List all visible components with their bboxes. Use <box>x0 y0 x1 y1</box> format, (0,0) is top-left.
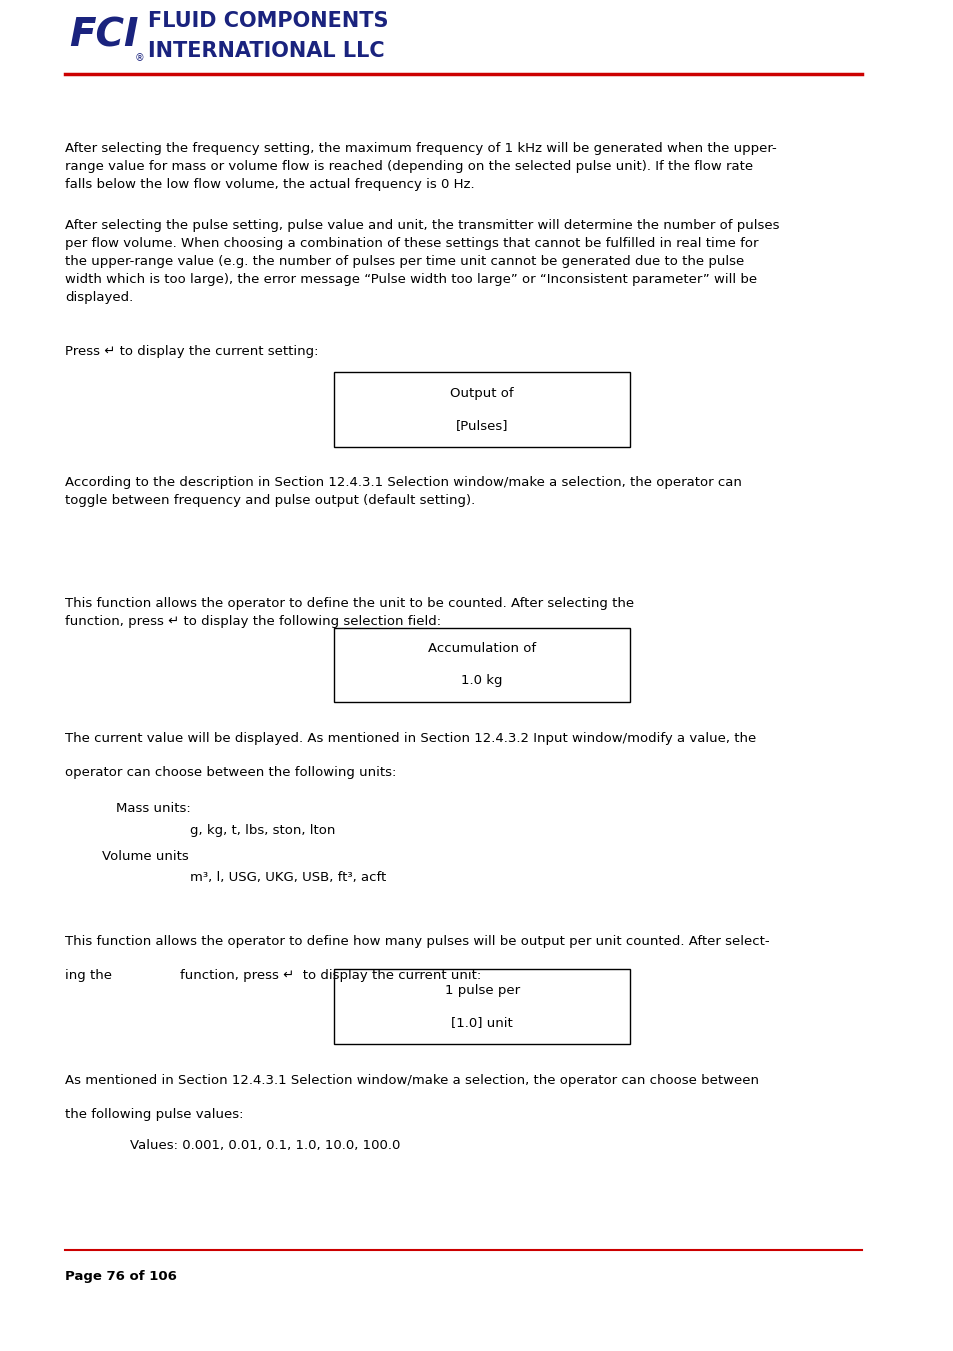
Text: 1.0 kg: 1.0 kg <box>461 674 502 688</box>
Text: Page 76 of 106: Page 76 of 106 <box>65 1270 176 1283</box>
Text: [1.0] unit: [1.0] unit <box>451 1016 513 1029</box>
Text: ®: ® <box>134 54 144 63</box>
Text: the following pulse values:: the following pulse values: <box>65 1108 243 1121</box>
Text: FLUID COMPONENTS: FLUID COMPONENTS <box>148 11 389 31</box>
Text: operator can choose between the following units:: operator can choose between the followin… <box>65 766 395 780</box>
Text: FCI: FCI <box>70 16 139 54</box>
Text: The current value will be displayed. As mentioned in Section 12.4.3.2 Input wind: The current value will be displayed. As … <box>65 732 756 746</box>
Text: Mass units:: Mass units: <box>115 802 191 816</box>
Text: g, kg, t, lbs, ston, lton: g, kg, t, lbs, ston, lton <box>190 824 335 838</box>
Text: Accumulation of: Accumulation of <box>428 642 536 655</box>
Text: ing the                function, press ↵  to display the current unit:: ing the function, press ↵ to display the… <box>65 969 480 982</box>
Text: [Pulses]: [Pulses] <box>456 419 508 432</box>
Text: After selecting the frequency setting, the maximum frequency of 1 kHz will be ge: After selecting the frequency setting, t… <box>65 142 776 190</box>
Text: Output of: Output of <box>450 386 514 400</box>
Text: m³, l, USG, UKG, USB, ft³, acft: m³, l, USG, UKG, USB, ft³, acft <box>190 871 386 885</box>
Text: Press ↵ to display the current setting:: Press ↵ to display the current setting: <box>65 345 318 358</box>
Text: Volume units: Volume units <box>102 850 189 863</box>
Text: This function allows the operator to define how many pulses will be output per u: This function allows the operator to def… <box>65 935 769 948</box>
FancyBboxPatch shape <box>334 970 630 1043</box>
Text: INTERNATIONAL LLC: INTERNATIONAL LLC <box>148 41 385 61</box>
Text: Values: 0.001, 0.01, 0.1, 1.0, 10.0, 100.0: Values: 0.001, 0.01, 0.1, 1.0, 10.0, 100… <box>130 1139 399 1152</box>
Text: This function allows the operator to define the unit to be counted. After select: This function allows the operator to def… <box>65 597 634 628</box>
FancyBboxPatch shape <box>334 628 630 703</box>
Text: According to the description in Section 12.4.3.1 Selection window/make a selecti: According to the description in Section … <box>65 476 741 507</box>
FancyBboxPatch shape <box>334 372 630 446</box>
Text: 1 pulse per: 1 pulse per <box>444 984 519 997</box>
Text: As mentioned in Section 12.4.3.1 Selection window/make a selection, the operator: As mentioned in Section 12.4.3.1 Selecti… <box>65 1074 758 1088</box>
Text: After selecting the pulse setting, pulse value and unit, the transmitter will de: After selecting the pulse setting, pulse… <box>65 219 779 304</box>
